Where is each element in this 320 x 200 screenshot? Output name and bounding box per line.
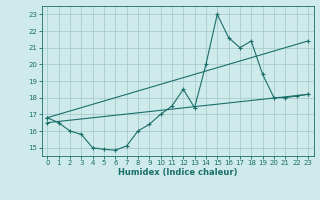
X-axis label: Humidex (Indice chaleur): Humidex (Indice chaleur) <box>118 168 237 177</box>
